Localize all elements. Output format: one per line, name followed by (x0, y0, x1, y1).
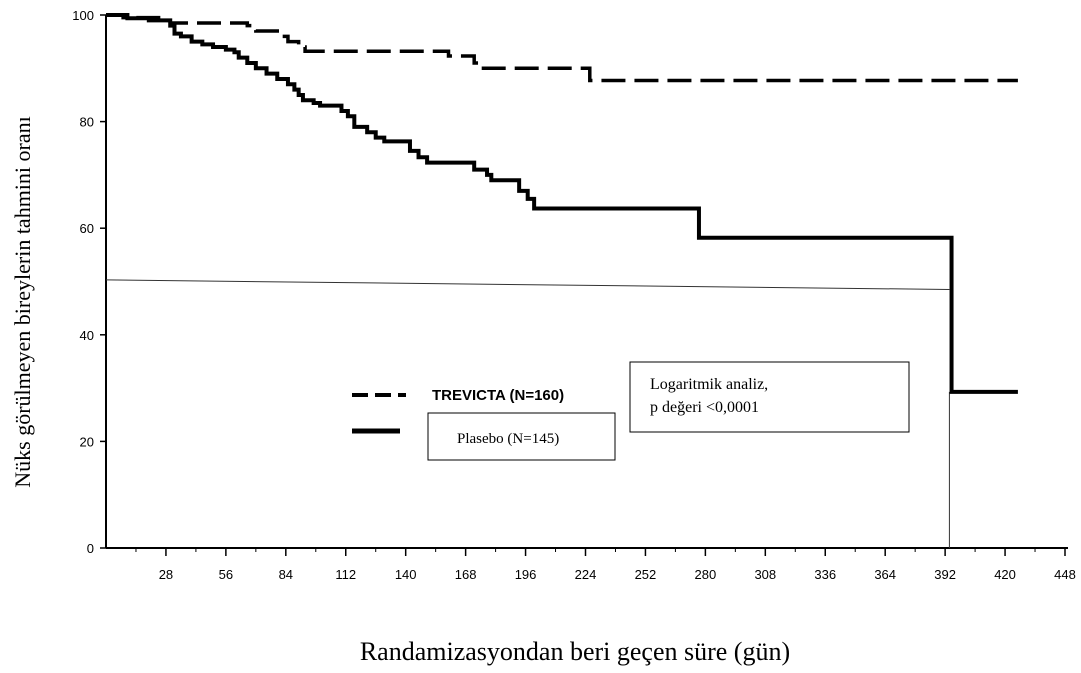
x-tick-label: 420 (994, 567, 1016, 582)
y-axis-label: Nüks görülmeyen bireylerin tahmini oranı (10, 116, 35, 487)
x-tick-label: 280 (695, 567, 717, 582)
median-reference-line (105, 279, 950, 290)
annotation-box (629, 361, 910, 433)
y-tick-label: 80 (80, 115, 94, 130)
x-tick-label: 308 (754, 567, 776, 582)
y-tick-label: 100 (72, 8, 94, 23)
x-tick-label: 112 (335, 567, 356, 582)
x-tick-label: 84 (279, 567, 293, 582)
x-ticks: 28 56 84 112 140 168 196 224 252 280 308 336 364 392 4… (135, 548, 1076, 582)
x-tick-label: 252 (635, 567, 657, 582)
legend: TREVICTA (N=160) Plasebo (N=145) (352, 387, 616, 461)
annotation-line-2: p değeri <0,0001 (650, 399, 759, 416)
y-tick-label: 40 (80, 328, 94, 343)
legend-plasebo-box (427, 412, 616, 461)
series-plasebo-line (106, 13, 1018, 394)
series-group (106, 13, 1018, 394)
reference-lines (105, 279, 950, 548)
x-tick-label: 168 (455, 567, 477, 582)
x-tick-label: 56 (219, 567, 233, 582)
legend-trevicta-label: TREVICTA (N=160) (432, 387, 564, 404)
series-trevicta-line (106, 13, 1018, 83)
x-tick-label: 336 (814, 567, 836, 582)
y-tick-label: 20 (80, 434, 94, 449)
annotation-line-1: Logaritmik analiz, (650, 376, 768, 393)
y-tick-label: 60 (80, 221, 94, 236)
axes (105, 15, 1068, 549)
x-tick-label: 224 (575, 567, 597, 582)
x-tick-label: 28 (159, 567, 173, 582)
y-ticks: 0 20 40 60 80 100 (72, 8, 106, 556)
legend-plasebo-label: Plasebo (N=145) (457, 431, 559, 447)
logrank-annotation: Logaritmik analiz, p değeri <0,0001 (629, 361, 910, 433)
x-tick-label: 140 (395, 567, 417, 582)
x-tick-label: 392 (934, 567, 956, 582)
x-tick-label: 448 (1054, 567, 1076, 582)
x-axis-label: Randamizasyondan beri geçen süre (gün) (360, 637, 790, 666)
x-tick-label: 196 (515, 567, 537, 582)
y-tick-label: 0 (87, 541, 94, 556)
x-tick-label: 364 (874, 567, 896, 582)
